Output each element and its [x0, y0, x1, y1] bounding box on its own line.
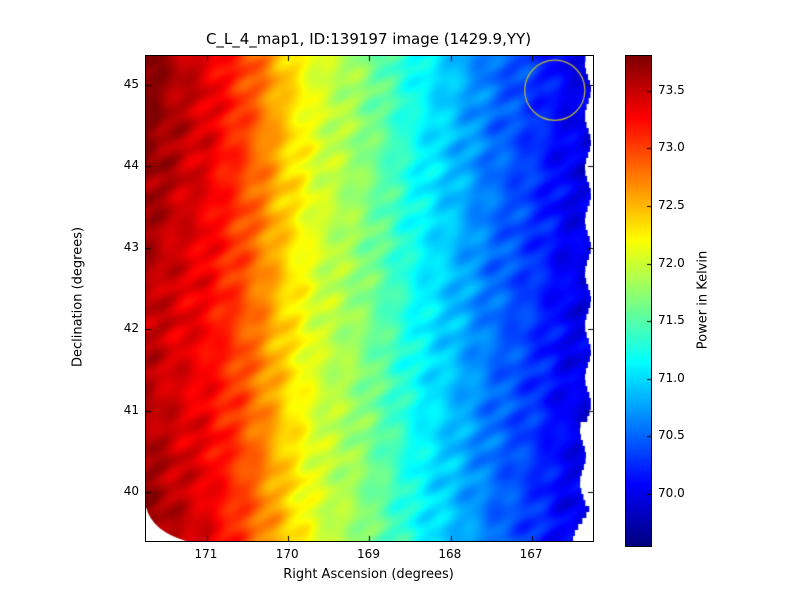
x-tick-label: 167 [519, 547, 543, 561]
y-axis-label: Declination (degrees) [70, 226, 86, 368]
x-axis-label: Right Ascension (degrees) [283, 567, 454, 582]
x-tick-label: 168 [438, 547, 462, 561]
x-tick-label: 171 [194, 547, 218, 561]
colorbar-tick-label: 71.5 [658, 313, 685, 328]
colorbar-tick-label: 73.5 [658, 82, 685, 97]
x-tick-label: 169 [357, 547, 380, 561]
colorbar-tick-label: 71.0 [658, 370, 685, 385]
y-tick-label: 41 [123, 402, 139, 417]
x-tick-label: 170 [275, 547, 299, 561]
colorbar-canvas [625, 55, 652, 547]
colorbar-tick-label: 73.0 [658, 140, 685, 155]
colorbar-label: Power in Kelvin [695, 250, 711, 350]
heatmap-canvas [145, 55, 594, 542]
y-tick-label: 40 [123, 484, 139, 499]
colorbar-tick-label: 70.5 [658, 428, 685, 443]
colorbar-tick-label: 72.0 [658, 255, 685, 270]
colorbar-tick-label: 72.5 [658, 197, 685, 212]
y-tick-label: 42 [123, 321, 139, 336]
colorbar-tick-label: 70.0 [658, 486, 685, 501]
y-tick-label: 45 [123, 76, 139, 91]
y-tick-label: 44 [123, 158, 139, 173]
plot-title: C_L_4_map1, ID:139197 image (1429.9,YY) [205, 30, 532, 48]
y-tick-label: 43 [123, 239, 139, 254]
